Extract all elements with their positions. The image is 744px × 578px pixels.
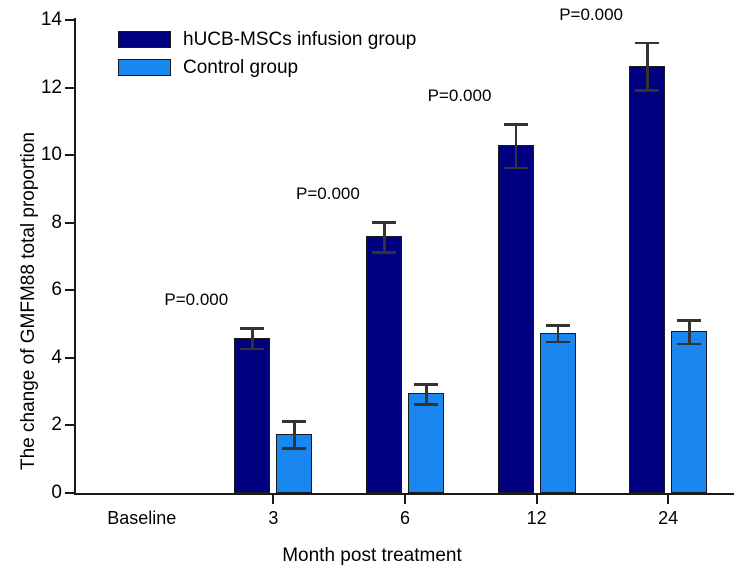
- y-tick-label: 12: [40, 76, 62, 98]
- error-bar-stem: [425, 383, 428, 404]
- x-tick-label: 12: [526, 508, 547, 528]
- y-tick-mark: [65, 492, 74, 494]
- error-bar-stem: [293, 420, 296, 448]
- x-axis-line: [74, 493, 734, 495]
- legend-label-treatment: hUCB-MSCs infusion group: [183, 29, 417, 50]
- y-tick-label: 0: [51, 482, 62, 503]
- bar: [234, 337, 271, 493]
- legend-item-control: Control group: [118, 55, 416, 80]
- error-bar-cap-lower: [282, 447, 307, 450]
- y-tick-mark: [65, 154, 74, 157]
- x-tick-label: 6: [399, 508, 410, 528]
- p-value-label: P=0.000: [296, 184, 360, 204]
- y-axis-line: [74, 18, 76, 495]
- y-tick-label: 4: [51, 346, 62, 368]
- legend-item-treatment: hUCB-MSCs infusion group: [118, 27, 416, 52]
- p-value-label: P=0.000: [559, 4, 623, 24]
- error-bar-cap-lower: [372, 251, 396, 254]
- x-tick-mark: [272, 495, 275, 504]
- error-bar-cap-upper: [414, 383, 438, 386]
- bar: [539, 332, 576, 493]
- error-bar-cap-upper: [240, 327, 265, 330]
- x-tick-label: 24: [658, 508, 679, 528]
- error-bar-cap-lower: [503, 166, 528, 170]
- y-tick-mark: [65, 19, 74, 21]
- p-value-label: P=0.000: [164, 290, 229, 310]
- bar: [366, 236, 402, 493]
- error-bar-cap-lower: [635, 89, 660, 92]
- y-tick-mark: [65, 289, 74, 292]
- error-bar-stem: [383, 221, 386, 252]
- y-axis-title: The change of GMFM88 total proportion: [18, 132, 39, 470]
- y-tick-label: 14: [40, 9, 62, 30]
- x-tick-mark: [667, 495, 670, 504]
- error-bar-stem: [251, 327, 254, 348]
- y-tick-mark: [65, 86, 74, 89]
- error-bar-cap-upper: [635, 41, 660, 45]
- p-value-label: P=0.000: [427, 86, 492, 106]
- error-bar-cap-upper: [282, 420, 307, 423]
- error-bar-cap-lower: [240, 347, 265, 351]
- bar: [671, 330, 708, 493]
- error-bar-cap-upper: [545, 324, 570, 327]
- error-bar-stem: [514, 123, 518, 167]
- error-bar-cap-upper: [503, 123, 528, 126]
- x-tick-mark: [404, 495, 406, 504]
- x-tick-mark: [535, 495, 538, 504]
- error-bar-stem: [556, 324, 560, 341]
- error-bar-cap-upper: [372, 221, 396, 224]
- legend-swatch-control-icon: [118, 59, 171, 76]
- x-tick-label: Baseline: [107, 508, 177, 528]
- y-tick-label: 10: [40, 144, 62, 166]
- error-bar-cap-upper: [677, 319, 702, 322]
- error-bar-stem: [646, 41, 649, 90]
- bar: [629, 65, 666, 493]
- y-tick-mark: [65, 221, 74, 224]
- error-bar-stem: [688, 319, 691, 343]
- x-axis-title: Month post treatment: [282, 545, 462, 566]
- legend-swatch-treatment-icon: [118, 31, 171, 48]
- legend: hUCB-MSCs infusion group Control group: [118, 27, 416, 83]
- error-bar-cap-lower: [545, 340, 570, 344]
- y-tick-label: 8: [51, 211, 62, 233]
- y-tick-mark: [65, 356, 74, 359]
- bar: [408, 393, 444, 493]
- y-tick-mark: [65, 424, 74, 427]
- y-tick-label: 2: [51, 414, 62, 436]
- x-tick-label: 3: [268, 508, 279, 528]
- bar: [497, 145, 534, 493]
- legend-label-control: Control group: [183, 57, 299, 78]
- error-bar-cap-lower: [414, 403, 438, 406]
- y-tick-label: 6: [51, 279, 62, 301]
- error-bar-cap-lower: [677, 342, 702, 346]
